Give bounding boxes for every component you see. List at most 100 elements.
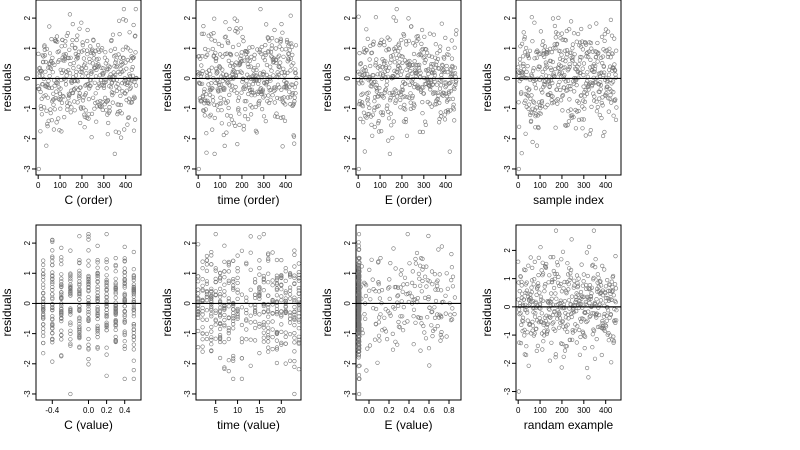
data-point <box>226 261 231 266</box>
data-point <box>442 56 447 61</box>
data-point <box>207 101 212 106</box>
data-point <box>76 49 81 54</box>
points <box>356 232 458 397</box>
data-point <box>559 257 564 262</box>
data-point <box>95 85 100 91</box>
data-point <box>88 44 93 49</box>
data-point <box>80 67 85 72</box>
data-point <box>452 65 458 70</box>
data-point <box>371 42 376 47</box>
data-point <box>44 46 50 52</box>
data-point <box>367 343 373 348</box>
data-point <box>41 272 46 277</box>
data-point <box>586 375 591 380</box>
data-point <box>104 266 109 271</box>
data-point <box>384 82 389 88</box>
data-point <box>591 328 597 334</box>
data-point <box>59 337 64 342</box>
data-point <box>559 52 564 57</box>
data-point <box>389 57 394 62</box>
data-point <box>586 309 591 314</box>
data-point <box>564 344 569 349</box>
data-point <box>598 87 603 92</box>
y-tick-label: 2 <box>183 240 192 245</box>
data-point <box>579 262 584 267</box>
data-point <box>59 307 64 312</box>
data-point <box>74 57 79 62</box>
data-point <box>291 61 296 66</box>
data-point <box>260 87 266 92</box>
data-point <box>359 92 364 97</box>
data-point <box>521 30 526 35</box>
data-point <box>200 68 205 74</box>
data-point <box>411 314 416 319</box>
data-point <box>435 51 440 56</box>
data-point <box>604 318 609 323</box>
data-point <box>437 86 443 91</box>
data-point <box>612 67 617 72</box>
data-point <box>586 87 591 92</box>
data-point <box>594 337 599 342</box>
data-point <box>50 281 55 286</box>
data-point <box>540 298 546 303</box>
data-point <box>572 328 577 333</box>
data-point <box>277 65 282 70</box>
data-point <box>86 234 91 239</box>
data-point <box>271 60 276 65</box>
data-point <box>230 44 236 50</box>
data-point <box>235 18 240 23</box>
data-point <box>266 320 271 325</box>
data-point <box>296 367 301 372</box>
data-point <box>560 57 565 63</box>
data-point <box>285 70 290 75</box>
data-point <box>367 288 372 293</box>
data-point <box>365 96 371 101</box>
data-point <box>388 111 393 116</box>
data-point <box>49 118 54 123</box>
x-tick-label: 100 <box>373 181 387 190</box>
data-point <box>126 115 131 120</box>
data-point <box>554 98 559 103</box>
data-point <box>46 65 51 70</box>
data-point <box>377 85 382 91</box>
data-point <box>611 113 616 118</box>
data-point <box>232 88 237 93</box>
data-point <box>266 349 271 354</box>
data-point <box>72 46 77 51</box>
data-point <box>363 114 368 119</box>
data-point <box>391 305 396 310</box>
data-point <box>68 337 73 342</box>
data-point <box>59 316 64 321</box>
data-point <box>362 149 367 154</box>
data-point <box>553 125 558 130</box>
data-point <box>577 327 582 333</box>
data-point <box>104 328 109 333</box>
data-point <box>73 45 78 50</box>
data-point <box>608 17 614 23</box>
data-point <box>238 69 243 74</box>
data-point <box>266 333 271 338</box>
data-point <box>428 87 433 92</box>
data-point <box>554 41 560 47</box>
x-tick-label: 300 <box>577 406 591 415</box>
data-point <box>551 320 556 325</box>
data-point <box>591 75 596 80</box>
data-point <box>382 315 387 320</box>
data-point <box>86 263 91 268</box>
data-point <box>568 267 574 273</box>
data-point <box>377 296 383 301</box>
data-point <box>594 297 599 302</box>
data-point <box>114 88 119 93</box>
data-point <box>86 347 91 352</box>
data-point <box>276 75 281 80</box>
data-point <box>534 348 539 354</box>
data-point <box>69 42 75 48</box>
data-point <box>357 71 362 76</box>
data-point <box>369 257 374 262</box>
data-point <box>261 302 266 307</box>
data-point <box>545 102 550 107</box>
data-point <box>393 100 398 105</box>
data-point <box>292 295 297 300</box>
